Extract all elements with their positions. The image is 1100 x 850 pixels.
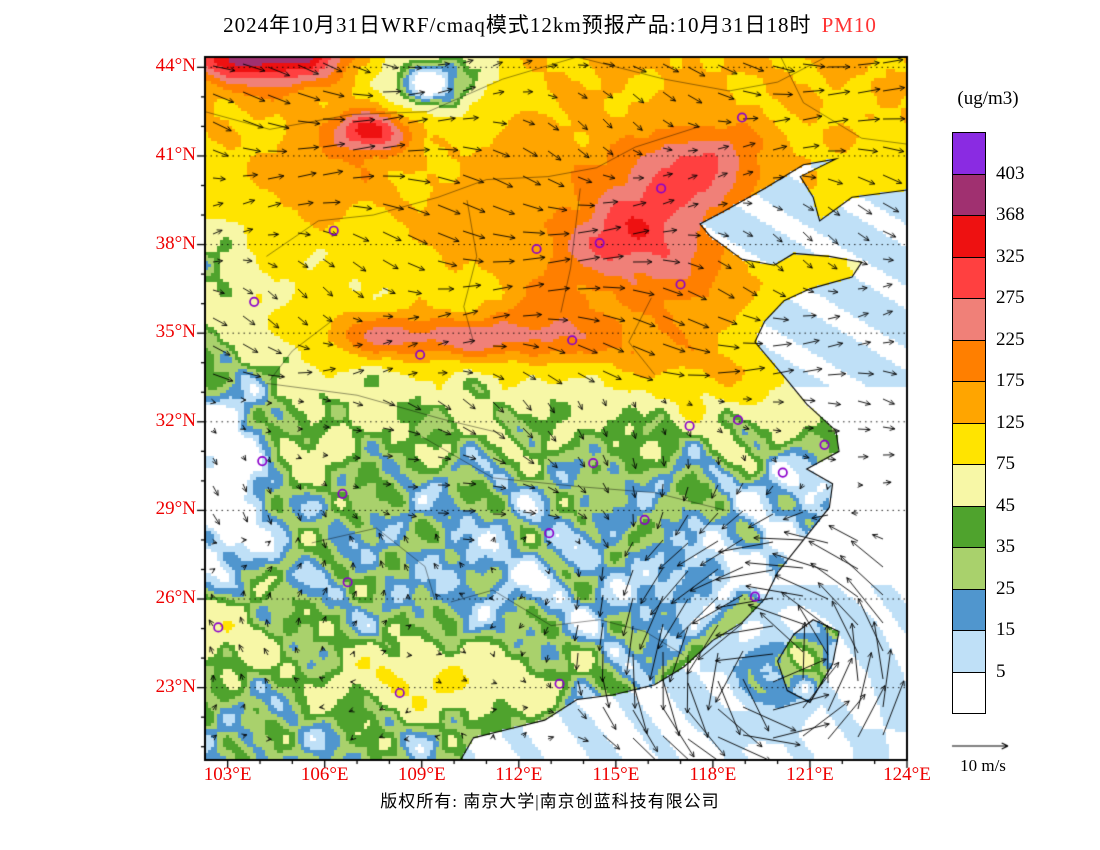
lat-label-41: 41°N [155, 143, 196, 165]
legend-level-5: 5 [996, 660, 1006, 682]
legend-seg-1 [952, 173, 986, 216]
legend-level-125: 125 [996, 411, 1025, 433]
wind-scale-label: 10 m/s [960, 756, 1006, 775]
lat-label-29: 29°N [155, 498, 196, 520]
plot-title: 2024年10月31日WRF/cmaq模式12km预报产品:10月31日18时 P… [0, 9, 1100, 39]
legend-units-label: (ug/m3) [957, 88, 1019, 109]
color-legend [952, 132, 986, 714]
lat-label-32: 32°N [155, 409, 196, 431]
plot-title-species: PM10 [821, 13, 877, 37]
legend-level-368: 368 [996, 204, 1025, 225]
lat-label-26: 26°N [155, 587, 196, 609]
lat-label-23: 23°N [155, 675, 196, 697]
legend-seg-0 [952, 132, 986, 175]
legend-seg-7 [952, 422, 986, 465]
legend-seg-2 [952, 215, 986, 258]
legend-level-275: 275 [996, 287, 1025, 308]
legend-seg-8 [952, 464, 986, 507]
plot-title-text: 2024年10月31日WRF/cmaq模式12km预报产品:10月31日18时 [223, 13, 812, 37]
legend-level-175: 175 [996, 370, 1025, 391]
legend-seg-13 [952, 671, 986, 714]
lat-label-44: 44°N [155, 55, 196, 77]
legend-level-403: 403 [996, 162, 1025, 184]
legend-seg-5 [952, 339, 986, 382]
legend-seg-3 [952, 256, 986, 299]
legend-seg-12 [952, 630, 986, 673]
lat-label-35: 35°N [155, 321, 196, 343]
lon-label-112: 112°E [495, 764, 543, 785]
lon-label-124: 124°E [883, 764, 931, 785]
legend-level-25: 25 [996, 577, 1015, 599]
lon-label-109: 109°E [397, 764, 446, 785]
legend-level-35: 35 [996, 536, 1015, 557]
lon-label-106: 106°E [300, 764, 349, 785]
legend-level-15: 15 [996, 619, 1015, 640]
legend-level-325: 325 [996, 245, 1025, 267]
lat-label-38: 38°N [155, 232, 196, 254]
lon-label-103: 103°E [203, 764, 252, 785]
legend-level-75: 75 [996, 453, 1015, 474]
lon-label-121: 121°E [786, 764, 834, 785]
copyright-text: 版权所有: 南京大学|南京创蓝科技有限公司 [380, 792, 720, 811]
legend-seg-11 [952, 588, 986, 631]
lon-label-118: 118°E [689, 764, 737, 785]
legend-level-225: 225 [996, 328, 1025, 350]
legend-level-45: 45 [996, 494, 1015, 516]
legend-seg-4 [952, 298, 986, 341]
legend-seg-9 [952, 505, 986, 548]
legend-seg-10 [952, 547, 986, 590]
lon-label-115: 115°E [592, 764, 640, 785]
legend-seg-6 [952, 381, 986, 424]
